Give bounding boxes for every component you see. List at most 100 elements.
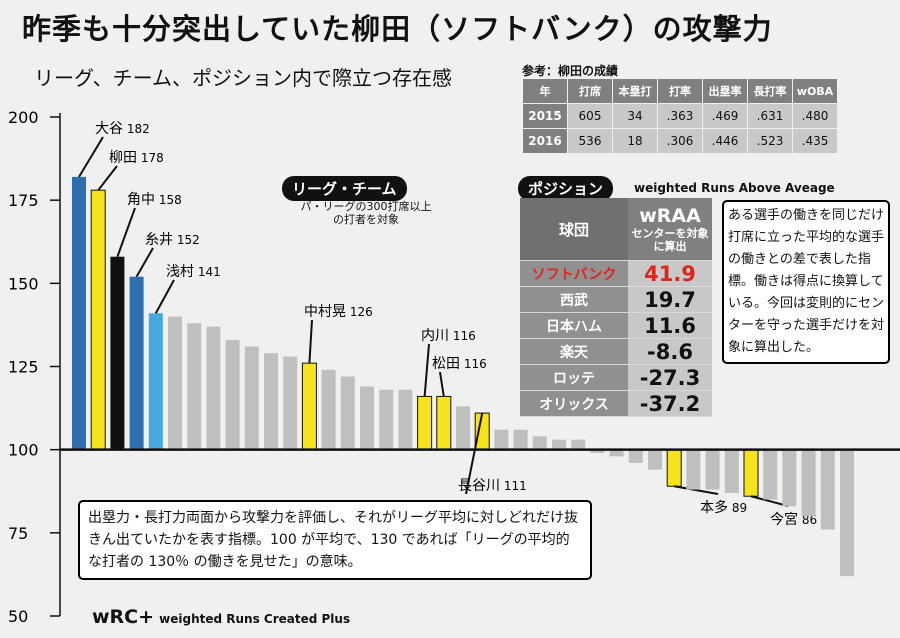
position-row: 日本ハム 11.6 [520, 312, 712, 339]
position-value: 11.6 [628, 312, 712, 339]
wraa-note: ある選手の働きを同じだけ打席に立った平均的な選手の働きとの差で表した指標。働きは… [722, 200, 890, 364]
bar [609, 449, 624, 457]
position-value-header: wRAA センターを対象に算出 [628, 198, 712, 261]
bar-leader-line [439, 371, 445, 397]
bar [532, 436, 547, 450]
league-tag: リーグ・チーム [282, 176, 407, 201]
stats-cell: .523 [747, 128, 793, 154]
page-subtitle: リーグ、チーム、ポジション内で際立つ存在感 [34, 66, 452, 90]
stats-cell: 605 [567, 103, 613, 129]
bar-leader-line [750, 495, 789, 507]
bar-data-label: 本多 89 [700, 499, 747, 516]
stats-cell: 536 [567, 128, 613, 154]
stats-header: 長打率 [747, 78, 793, 104]
y-tick-label: 50 [8, 607, 28, 626]
position-row: 楽天 -8.6 [520, 338, 712, 365]
bar [513, 429, 528, 450]
stats-cell: 2015 [522, 103, 568, 129]
bar-leader-line [308, 319, 313, 364]
stats-header: 年 [522, 78, 568, 104]
position-team: ロッテ [520, 364, 628, 391]
bar [129, 276, 144, 450]
position-team: 西武 [520, 286, 628, 313]
wraa-header-title: wRAA [639, 205, 701, 227]
bar-data-label: 長谷川 111 [458, 478, 527, 494]
wrc-note: 出塁力・長打力両面から攻撃力を評価し、それがリーグ平均に対しどれだけ抜きん出てい… [78, 500, 592, 580]
bar [283, 356, 298, 450]
y-tick-label: 100 [8, 441, 39, 460]
bar [90, 189, 106, 451]
y-tick-label: 75 [8, 524, 28, 543]
wrc-label-subtitle: weighted Runs Created Plus [159, 612, 351, 626]
bar-leader-line [465, 412, 484, 495]
bar-data-label: 角中 158 [127, 192, 182, 208]
stats-header: 打率 [657, 78, 703, 104]
bar [590, 449, 605, 453]
bar-leader-line [135, 247, 154, 278]
stats-row: 2016 536 18 .306 .446 .523 .435 [522, 128, 838, 154]
stats-header: 本塁打 [612, 78, 658, 104]
stats-cell: .469 [702, 103, 748, 129]
bar-data-label: 松田 116 [432, 356, 487, 372]
position-row: 西武 19.7 [520, 286, 712, 313]
bar [225, 339, 240, 450]
bar [724, 449, 739, 493]
position-value: -37.2 [628, 390, 712, 417]
bar-data-label: 柳田 178 [109, 149, 164, 166]
bar [264, 353, 278, 450]
stats-row: 2015 605 34 .363 .469 .631 .480 [522, 103, 838, 129]
y-tick-label: 175 [8, 191, 39, 210]
bar [801, 449, 816, 517]
bar [206, 326, 221, 450]
bar [743, 449, 759, 497]
position-value: 41.9 [628, 260, 712, 287]
bar [456, 406, 470, 450]
stats-header: 打席 [567, 78, 613, 104]
stats-header: 出塁率 [702, 78, 748, 104]
position-team: 楽天 [520, 338, 628, 365]
stats-header-row: 年 打席 本塁打 打率 出塁率 長打率 wOBA [522, 78, 838, 104]
bar-data-label: 今宮 86 [770, 512, 817, 528]
bar [417, 395, 433, 451]
stats-cell: 34 [612, 103, 658, 129]
position-row: オリックス -37.2 [520, 390, 712, 417]
bar-leader-line [423, 343, 430, 397]
position-value: -8.6 [628, 338, 712, 365]
stats-cell: .435 [792, 128, 838, 154]
bar-leader-line [154, 279, 175, 314]
page-title: 昨季も十分突出していた柳田（ソフトバンク）の攻撃力 [22, 12, 773, 46]
position-tag: ポジション [518, 176, 614, 201]
stats-caption: 参考：柳田の成績 [522, 64, 619, 78]
stats-header: wOBA [792, 78, 838, 104]
bar [494, 429, 509, 450]
bar-leader-line [674, 485, 719, 495]
wrc-label-title: wRC+ [92, 606, 155, 628]
position-table: 球団 wRAA センターを対象に算出 ソフトバンク 41.9 西武 19.7 日… [520, 198, 712, 417]
bar-leader-line [116, 207, 136, 258]
position-team: オリックス [520, 390, 628, 417]
stats-cell: .306 [657, 128, 703, 154]
bar [168, 316, 182, 450]
position-value: -27.3 [628, 364, 712, 391]
league-note: パ・リーグの300打席以上の打者を対象 [300, 200, 432, 226]
bar [321, 369, 336, 450]
bar [820, 449, 835, 530]
bar-data-label: 中村晃 126 [304, 304, 373, 320]
position-team: ソフトバンク [520, 260, 628, 287]
bar [340, 376, 355, 450]
wraa-header-subtitle: センターを対象に算出 [631, 227, 709, 253]
position-header-row: 球団 wRAA センターを対象に算出 [520, 198, 712, 261]
stats-cell: .631 [747, 103, 793, 129]
bar-data-label: 糸井 152 [145, 232, 200, 248]
position-row: ロッテ -27.3 [520, 364, 712, 391]
bar [705, 449, 720, 490]
bar-data-label: 内川 116 [421, 328, 476, 344]
bar [474, 412, 490, 451]
stats-cell: .446 [702, 128, 748, 154]
y-tick-label: 200 [8, 108, 39, 127]
y-tick-label: 150 [8, 274, 39, 293]
bar [244, 346, 259, 450]
bar [552, 439, 566, 450]
bar-data-label: 浅村 141 [166, 264, 221, 280]
